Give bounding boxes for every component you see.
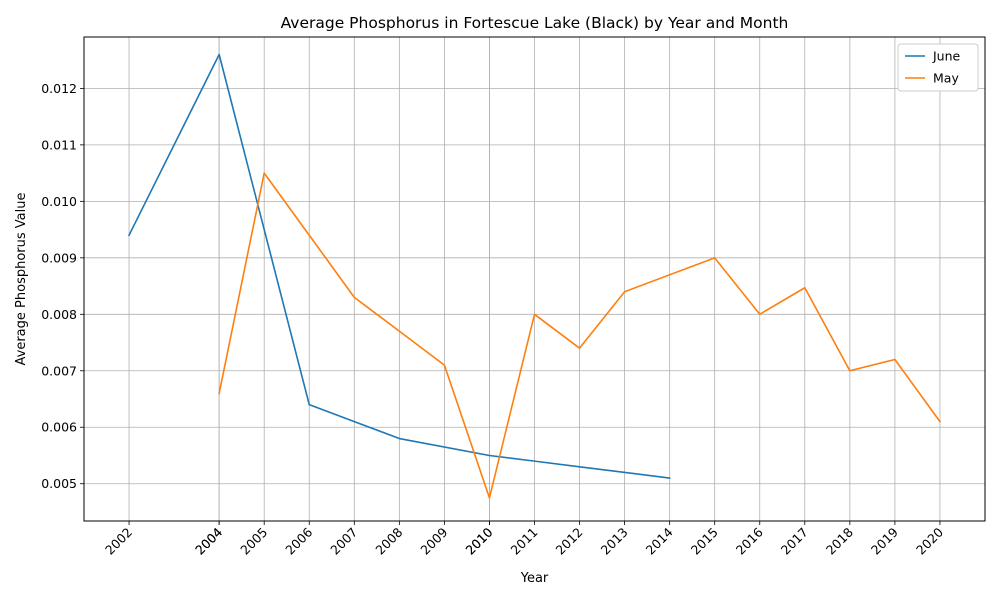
legend-label-june: June <box>932 49 961 64</box>
x-axis-label: Year <box>520 571 549 586</box>
y-tick-label: 0.007 <box>41 363 77 378</box>
y-tick-label: 0.011 <box>41 137 77 152</box>
y-tick-label: 0.008 <box>41 307 77 322</box>
y-tick-label: 0.006 <box>41 420 77 435</box>
y-tick-label: 0.012 <box>41 81 77 96</box>
y-tick-label: 0.009 <box>41 250 77 265</box>
legend: June May <box>898 44 978 91</box>
chart-title: Average Phosphorus in Fortescue Lake (Bl… <box>281 14 789 32</box>
y-tick-label: 0.005 <box>41 476 77 491</box>
legend-label-may: May <box>933 71 959 86</box>
y-axis-label: Average Phosphorus Value <box>14 193 29 366</box>
y-tick-label: 0.010 <box>41 194 77 209</box>
gridlines <box>84 37 985 521</box>
